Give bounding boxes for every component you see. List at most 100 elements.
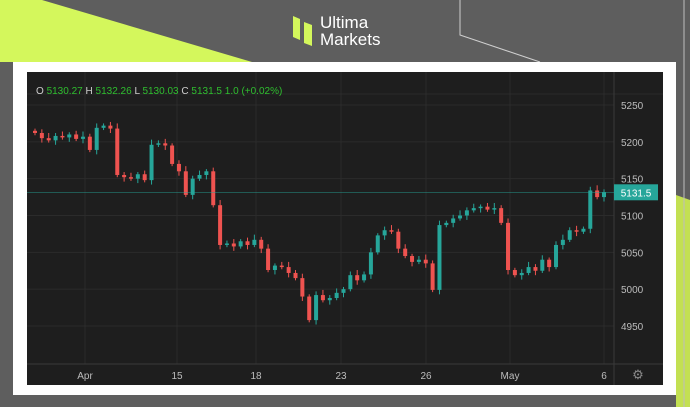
y-tick-label: 5050 <box>621 248 644 259</box>
candle-body <box>300 278 305 297</box>
candle-body <box>46 138 51 141</box>
candle-body <box>286 267 291 273</box>
candle-body <box>320 295 325 301</box>
x-tick-label: May <box>501 371 520 382</box>
open-value: 5130.27 <box>46 86 83 97</box>
last-price-badge <box>614 184 658 201</box>
candle-body <box>245 241 250 245</box>
candle-body <box>190 178 195 195</box>
candle-body <box>560 239 565 245</box>
chart-canvas[interactable]: 4950 5000 5050 5100 5150 5200 5250 Apr 15 18 23 26 M… <box>27 72 663 385</box>
candle-body <box>519 272 524 276</box>
candle-body <box>197 174 202 179</box>
open-label: O <box>36 86 44 97</box>
candle-body <box>602 192 606 198</box>
low-value: 5130.03 <box>142 86 179 97</box>
candle-body <box>375 235 380 253</box>
candle-body <box>471 208 476 211</box>
candle-body <box>451 218 456 223</box>
settings-gear-icon[interactable]: ⚙ <box>632 367 644 382</box>
candle-body <box>512 270 517 276</box>
candle-body <box>128 177 133 179</box>
low-label: L <box>134 86 140 97</box>
candle-body <box>74 134 79 139</box>
candle-body <box>204 171 209 175</box>
y-tick-label: 5000 <box>621 285 644 296</box>
candle-body <box>231 243 236 247</box>
close-value: 5131.5 <box>191 86 222 97</box>
candle-body <box>362 274 367 281</box>
candle-body <box>142 174 147 181</box>
last-price-label: 5131.5 <box>621 188 652 199</box>
x-tick-label: 6 <box>601 371 607 382</box>
candle-body <box>416 259 421 262</box>
candle-body <box>355 275 360 281</box>
candle-body <box>314 295 319 321</box>
candle-body <box>492 208 497 210</box>
x-tick-label: 15 <box>171 371 183 382</box>
candle-body <box>80 136 85 139</box>
candle-body <box>423 259 428 264</box>
lime-wedge-top <box>0 0 252 62</box>
candle-body <box>588 190 593 229</box>
candle-body <box>94 127 99 150</box>
candle-body <box>122 174 127 178</box>
candle-body <box>279 265 284 268</box>
y-tick-label: 5150 <box>621 175 644 186</box>
candle-body <box>547 259 552 268</box>
candle-body <box>368 252 373 275</box>
candle-body <box>307 296 312 321</box>
x-tick-label: Apr <box>77 371 93 382</box>
x-tick-label: 18 <box>250 371 262 382</box>
candle-body <box>334 292 339 299</box>
y-tick-label: 5200 <box>621 138 644 149</box>
candle-body <box>458 215 463 219</box>
lime-wedge-bottom <box>676 195 690 407</box>
candle-body <box>348 275 353 290</box>
decor-line <box>459 0 541 63</box>
candle-body <box>464 210 469 216</box>
close-label: C <box>181 86 189 97</box>
candle-body <box>224 243 229 245</box>
candle-body <box>170 145 175 164</box>
candle-body <box>595 190 600 198</box>
candle-body <box>478 206 483 209</box>
candle-body <box>266 248 271 271</box>
candle-body <box>540 259 545 271</box>
candle-body <box>211 171 216 206</box>
candle-body <box>293 272 298 279</box>
candle-body <box>567 230 572 240</box>
brand-line2: Markets <box>320 30 381 49</box>
candle-body <box>101 125 106 128</box>
candle-body <box>39 132 44 139</box>
candle-body <box>506 222 511 271</box>
candle-body <box>149 144 154 181</box>
candle-body <box>437 225 442 290</box>
candle-body <box>341 289 346 293</box>
candle-body <box>156 143 161 145</box>
high-value: 5132.26 <box>95 86 132 97</box>
candle-body <box>259 239 264 249</box>
candle-body <box>574 230 579 232</box>
candle-body <box>533 267 538 271</box>
y-tick-label: 5100 <box>621 212 644 223</box>
y-tick-label: 5250 <box>621 101 644 112</box>
price-chart[interactable]: 4950 5000 5050 5100 5150 5200 5250 Apr 15 18 23 26 M… <box>27 72 663 385</box>
logo-mark-icon <box>293 16 312 46</box>
ohlc-legend: O 5130.27 H 5132.26 L 5130.03 C 5131.5 1… <box>36 86 282 97</box>
candle-body <box>252 239 257 245</box>
candle-body <box>115 128 120 175</box>
candle-body <box>33 130 37 133</box>
candle-body <box>554 244 559 268</box>
candle-body <box>396 231 401 249</box>
x-tick-label: 26 <box>420 371 432 382</box>
y-tick-label: 4950 <box>621 322 644 333</box>
candle-body <box>485 206 490 210</box>
brand-logo: Ultima Markets <box>292 14 380 48</box>
high-label: H <box>85 86 93 97</box>
x-tick-label: 23 <box>335 371 347 382</box>
brand-line1: Ultima <box>320 13 369 32</box>
candle-body <box>176 163 181 172</box>
candle-body <box>163 143 168 146</box>
